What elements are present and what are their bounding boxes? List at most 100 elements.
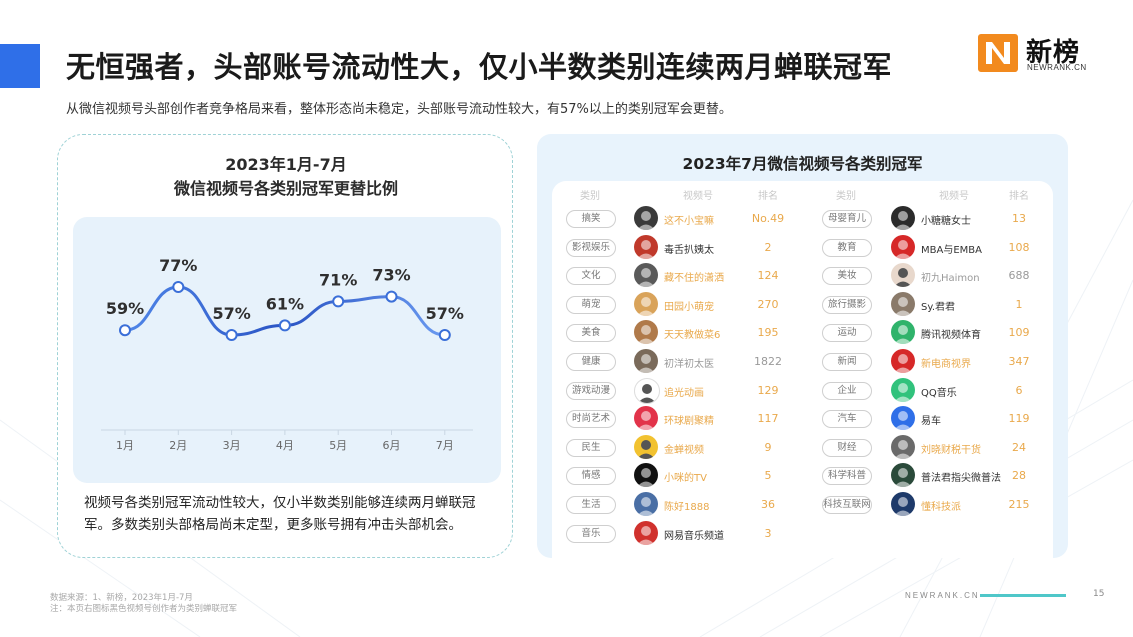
- account-avatar-icon: [891, 349, 915, 373]
- table-row: 搞笑 这不小宝嘛 No.49: [552, 205, 1053, 233]
- page-number: 15: [1093, 589, 1105, 599]
- category-tag: 影视娱乐: [566, 238, 616, 257]
- account-avatar-icon: [634, 320, 658, 345]
- data-point: [278, 319, 291, 332]
- header-account-left: 视频号: [683, 191, 713, 202]
- category-tag: 搞笑: [566, 210, 616, 228]
- table-row: 财经 刘晓财税干货 24: [552, 434, 1053, 462]
- data-point: [119, 324, 131, 337]
- rank-value: 195: [757, 326, 779, 340]
- table-title: 2023年7月微信视频号各类别冠军: [682, 155, 923, 173]
- header-account-right: 视频号: [939, 191, 969, 202]
- footer-brand: NEWRANK.CN: [905, 591, 980, 600]
- category-tag: 财经: [822, 438, 872, 457]
- account-avatar-icon: [634, 434, 658, 459]
- data-label: 71%: [319, 270, 357, 289]
- category-tag: 运动: [822, 324, 872, 343]
- logo-subtext: NEWRANK.CN: [1027, 63, 1087, 72]
- account-name: 藏不住的潇洒: [664, 273, 724, 285]
- table-row: 文化 藏不住的潇洒 124: [552, 262, 1053, 290]
- footnote-source: 数据来源：1、新榜，2023年1月-7月: [50, 593, 193, 603]
- category-tag: 音乐: [566, 524, 616, 543]
- x-tick-label: 7月: [436, 439, 454, 452]
- table-row: 汽车 易车 119: [552, 405, 1053, 433]
- account-avatar-icon: [891, 206, 915, 230]
- account-name: 新电商视界: [921, 359, 971, 370]
- rank-value: 124: [757, 269, 779, 283]
- table-row: 游戏动漫 追光动画 129: [552, 377, 1053, 405]
- account-name: 初洋初太医: [664, 359, 714, 370]
- right-panel: 2023年7月微信视频号各类别冠军 类别 视频号 排名 类别 视频号 排名 搞笑…: [537, 134, 1068, 558]
- rank-value: 9: [764, 440, 772, 454]
- category-tag: 游戏动漫: [566, 381, 616, 400]
- category-tag: 生活: [566, 496, 616, 514]
- account-avatar-icon: [634, 463, 658, 488]
- table-row: 科学科普 普法君指尖微普法 28: [552, 462, 1053, 490]
- category-tag: 科技互联网: [822, 496, 872, 514]
- account-avatar-icon: [891, 320, 915, 345]
- account-avatar-icon: [891, 492, 915, 516]
- category-tag: 民生: [566, 438, 616, 457]
- category-tag: 美妆: [822, 267, 872, 286]
- x-tick-label: 5月: [329, 439, 347, 452]
- rank-value: 13: [1012, 212, 1026, 225]
- left-caption: 视频号各类别冠军流动性较大，仅小半数类别能够连续两月蝉联冠军。多数类别头部格局尚…: [84, 495, 476, 533]
- data-point: [332, 295, 345, 308]
- left-panel: 2023年1月-7月 微信视频号各类别冠军更替比例 59% 1月 77% 2月 57% 3…: [57, 134, 513, 558]
- rank-value: 24: [1012, 440, 1026, 454]
- rank-value: 36: [761, 498, 775, 511]
- data-label: 59%: [106, 299, 144, 318]
- rank-value: 117: [757, 412, 779, 426]
- account-name: 普法君指尖微普法: [921, 473, 1001, 485]
- account-avatar-icon: [634, 492, 658, 516]
- category-tag: 旅行摄影: [822, 295, 872, 314]
- account-name: 网易音乐频道: [664, 530, 724, 542]
- x-tick-label: 6月: [383, 439, 401, 452]
- account-name: Sy.君君: [921, 301, 956, 313]
- header-rank-left: 排名: [758, 191, 778, 202]
- account-avatar-icon: [634, 291, 658, 316]
- category-tag: 母婴育儿: [822, 210, 872, 228]
- newrank-logo: 新榜 NEWRANK.CN: [978, 34, 1098, 76]
- rank-value: 109: [1008, 326, 1030, 340]
- rank-value: 347: [1008, 355, 1030, 368]
- data-label: 57%: [426, 304, 464, 323]
- account-avatar-icon: [891, 291, 915, 316]
- footer-accent-line: [980, 594, 1066, 597]
- account-name: QQ音乐: [921, 387, 957, 399]
- rank-value: 3: [764, 526, 772, 540]
- x-tick-label: 2月: [169, 439, 187, 452]
- category-tag: 萌宠: [566, 295, 616, 314]
- data-label: 57%: [212, 304, 250, 323]
- table-row: 萌宠 田园小萌宠 270: [552, 291, 1053, 319]
- account-name: MBA与EMBA: [921, 244, 982, 256]
- table-row: 企业 QQ音乐 6: [552, 377, 1053, 405]
- x-tick-label: 3月: [223, 439, 241, 452]
- category-tag: 健康: [566, 353, 616, 371]
- footnote-note: 注：本页右图标黑色视频号创作者为类别蝉联冠军: [50, 604, 238, 614]
- table-row: 科技互联网 懂科技派 215: [552, 491, 1053, 519]
- account-name: 懂科技派: [921, 502, 961, 513]
- account-name: 这不小宝嘛: [664, 216, 714, 227]
- account-avatar-icon: [634, 234, 658, 259]
- rank-value: 28: [1012, 469, 1026, 483]
- account-avatar-icon: [891, 234, 915, 259]
- account-name: 初九Haimon: [921, 273, 980, 285]
- rank-value: 6: [1015, 383, 1023, 397]
- account-name: 追光动画: [664, 387, 704, 399]
- title-accent-bar: [0, 44, 40, 88]
- category-tag: 美食: [566, 324, 616, 343]
- category-tag: 汽车: [822, 410, 872, 429]
- table-row: 音乐 网易音乐频道 3: [552, 520, 1053, 548]
- table-row: 时尚艺术 环球剧聚精 117: [552, 405, 1053, 433]
- logo-text: 新榜: [1026, 38, 1081, 68]
- account-name: 环球剧聚精: [664, 416, 714, 428]
- account-avatar-icon: [634, 349, 658, 373]
- chart-title: 2023年1月-7月: [225, 155, 347, 174]
- rank-value: 1822: [754, 355, 782, 368]
- account-avatar-icon: [634, 206, 658, 230]
- data-label: 61%: [266, 294, 304, 313]
- table-row: 教育 MBA与EMBA 108: [552, 234, 1053, 262]
- account-name: 陈好1888: [664, 502, 710, 513]
- category-tag: 新闻: [822, 353, 872, 371]
